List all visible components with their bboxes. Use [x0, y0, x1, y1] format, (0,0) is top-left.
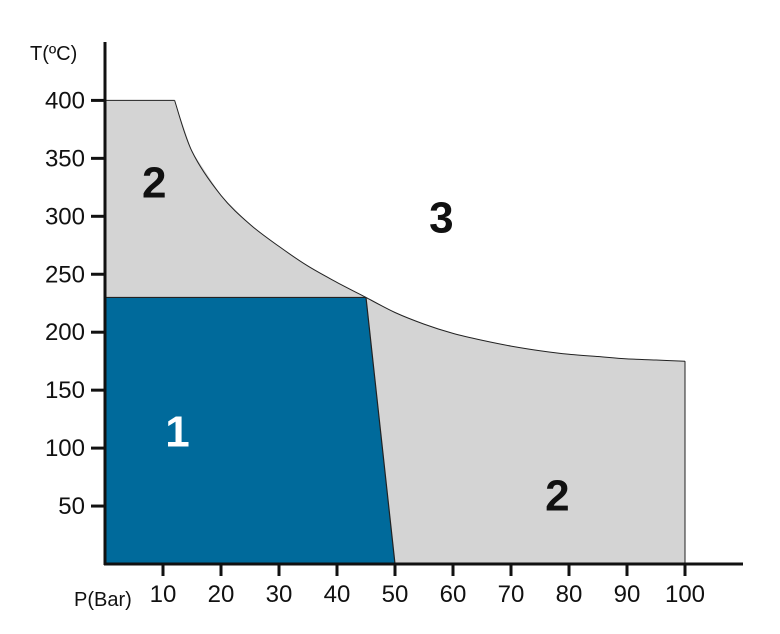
y-tick-label-150: 150 [45, 377, 85, 404]
y-tick-label-250: 250 [45, 261, 85, 288]
x-tick-label-100: 100 [665, 581, 705, 608]
x-tick-label-70: 70 [498, 581, 525, 608]
x-tick-label-50: 50 [382, 581, 409, 608]
lower-boundary-curve [365, 296, 686, 362]
y-tick-label-400: 400 [45, 87, 85, 114]
x-tick-label-30: 30 [266, 581, 293, 608]
region-label-2-upper: 2 [142, 159, 166, 208]
x-tick-label-10: 10 [150, 581, 177, 608]
x-tick-label-90: 90 [614, 581, 641, 608]
y-tick-label-300: 300 [45, 203, 85, 230]
region-2-lower [366, 297, 685, 564]
region-2-upper [105, 100, 366, 298]
x-tick-label-80: 80 [556, 581, 583, 608]
x-tick-label-20: 20 [208, 581, 235, 608]
y-tick-label-200: 200 [45, 319, 85, 346]
x-tick-label-60: 60 [440, 581, 467, 608]
ticks-layer: 50 100 150 200 250 300 350 400 10 20 30 40 50 60 70 80 9… [45, 87, 705, 608]
axes-layer [103, 42, 743, 566]
upper-boundary-curve [174, 100, 367, 298]
regions-layer [105, 99, 686, 565]
region-1 [105, 297, 395, 564]
y-tick-label-350: 350 [45, 145, 85, 172]
y-tick-label-50: 50 [58, 493, 85, 520]
x-tick-label-40: 40 [324, 581, 351, 608]
region-label-3: 3 [429, 193, 453, 242]
labels-layer: 1 2 2 3 [142, 159, 570, 521]
region-label-2-lower: 2 [545, 471, 569, 520]
region-1-right-edge [365, 297, 396, 565]
x-axis-title: P(Bar) [74, 589, 132, 611]
y-axis-title: T(ºC) [30, 43, 77, 65]
y-tick-label-100: 100 [45, 435, 85, 462]
region-label-1: 1 [165, 408, 189, 457]
